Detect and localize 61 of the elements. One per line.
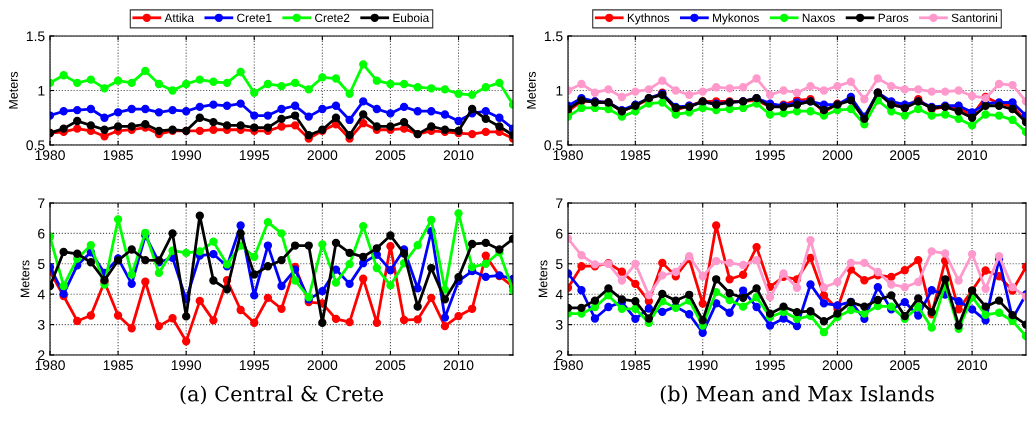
- y-tick-label: 2: [38, 350, 45, 361]
- y-tick-label: 6: [38, 228, 45, 239]
- x-tick-label: 2010: [957, 360, 988, 371]
- x-tick-label: 1995: [239, 360, 270, 371]
- x-tick-label: 2000: [307, 150, 338, 161]
- y-tick-label: 0.5: [544, 140, 563, 151]
- x-tick-label: 2005: [375, 150, 406, 161]
- y-tick-label: 3: [37, 319, 45, 330]
- legend-label: Paros: [878, 13, 909, 23]
- x-tick-label: 1980: [35, 150, 65, 161]
- text: (a) Central & Crete: [180, 385, 384, 405]
- y-axis-title: Meters: [527, 71, 536, 109]
- legend-label: Naxos: [802, 13, 835, 23]
- y-axis-title: Meters: [20, 260, 30, 298]
- text: (b) Mean and Max Islands: [660, 385, 934, 405]
- x-tick-label: 1985: [103, 150, 133, 161]
- x-tick-label: 2010: [443, 150, 474, 161]
- y-tick-label: 3: [555, 319, 563, 330]
- y-tick-label: 6: [556, 228, 563, 239]
- y-tick-label: 7: [556, 198, 563, 209]
- x-tick-label: 2005: [890, 150, 920, 161]
- x-tick-label: 2010: [443, 360, 474, 371]
- y-axis-title: Meters: [9, 71, 18, 109]
- x-tick-label: 2000: [822, 360, 853, 371]
- y-tick-label: 4: [555, 289, 563, 300]
- x-tick-label: 1995: [755, 360, 785, 371]
- x-tick-label: 1980: [553, 360, 583, 371]
- x-tick-label: 2000: [307, 360, 338, 371]
- x-tick-label: 1980: [553, 150, 583, 161]
- x-tick-label: 1995: [239, 150, 270, 161]
- x-tick-label: 2000: [822, 150, 853, 161]
- x-tick-label: 2010: [957, 150, 988, 161]
- y-tick-label: 1.5: [544, 31, 563, 42]
- y-tick-label: 1: [38, 85, 45, 96]
- x-tick-label: 1990: [171, 150, 202, 161]
- y-tick-label: 5: [37, 259, 45, 269]
- x-tick-label: 1985: [620, 150, 651, 161]
- y-tick-label: 7: [38, 198, 45, 209]
- x-tick-label: 1990: [688, 150, 718, 161]
- x-tick-label: 2005: [890, 360, 920, 371]
- y-tick-label: 1: [556, 85, 563, 96]
- x-tick-label: 1985: [620, 360, 651, 371]
- legend-label: Kythnos: [627, 13, 670, 25]
- x-tick-label: 1990: [171, 360, 202, 371]
- y-tick-label: 2: [556, 350, 563, 361]
- legend-label: Euboia: [393, 13, 430, 23]
- x-tick-label: 1995: [755, 150, 785, 161]
- legend-label: Attika: [164, 13, 195, 23]
- y-tick-label: 5: [555, 259, 563, 269]
- legend-label: Crete2: [315, 13, 350, 23]
- y-tick-label: 4: [37, 289, 45, 300]
- y-axis-title: Meters: [538, 260, 548, 298]
- x-tick-label: 1990: [688, 360, 718, 371]
- legend-label: Santorini: [951, 13, 997, 23]
- legend-label: Mykonos: [713, 13, 759, 25]
- x-tick-label: 1980: [35, 360, 65, 371]
- x-tick-label: 2005: [375, 360, 406, 371]
- y-tick-label: 0.5: [26, 140, 45, 151]
- x-tick-label: 1985: [103, 360, 133, 371]
- legend-label: Crete1: [237, 13, 272, 23]
- y-tick-label: 1.5: [26, 31, 45, 42]
